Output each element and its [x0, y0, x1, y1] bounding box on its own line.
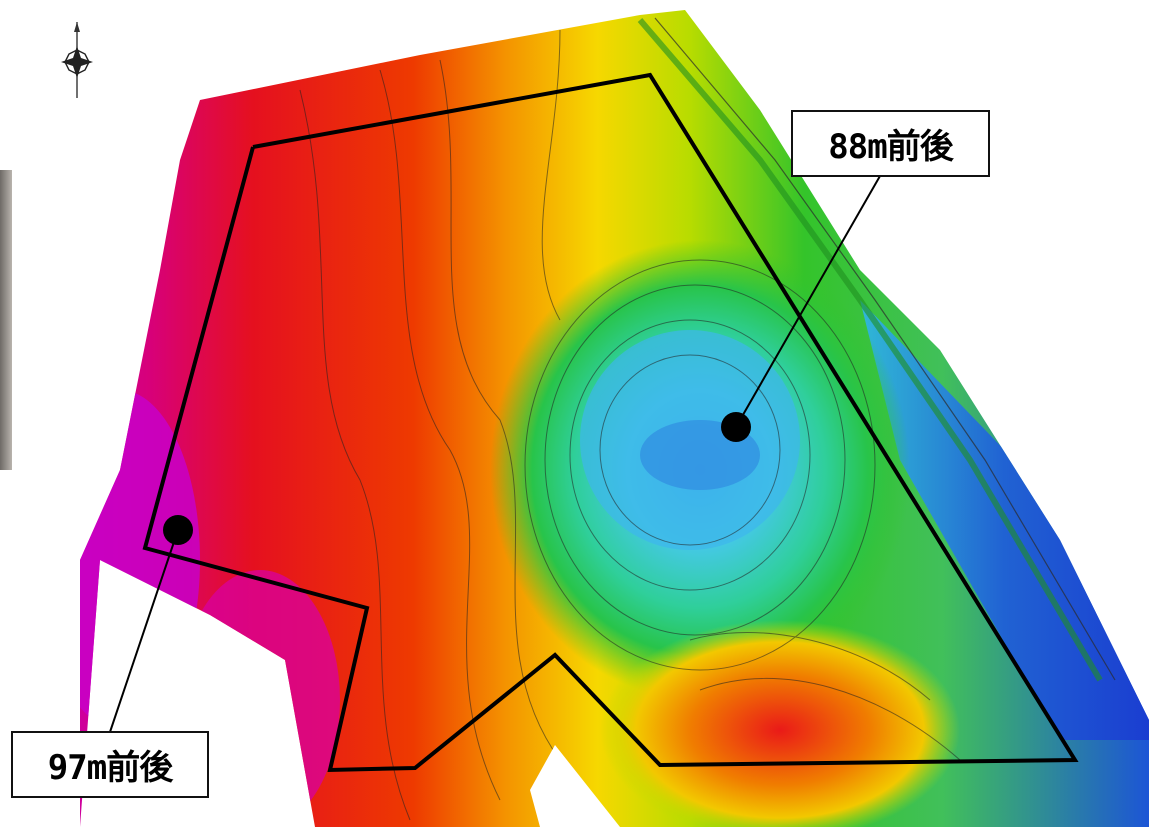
leader-line-88: [735, 175, 881, 428]
photo-edge: [0, 170, 12, 470]
marker-88: [721, 412, 751, 442]
elevation-label-88: 88m前後: [791, 110, 990, 177]
marker-97: [163, 515, 193, 545]
site-boundary: [142, 72, 1079, 773]
north-arrow-icon: [61, 22, 93, 98]
elevation-label-97: 97m前後: [11, 731, 209, 798]
leader-line-97: [109, 529, 179, 733]
